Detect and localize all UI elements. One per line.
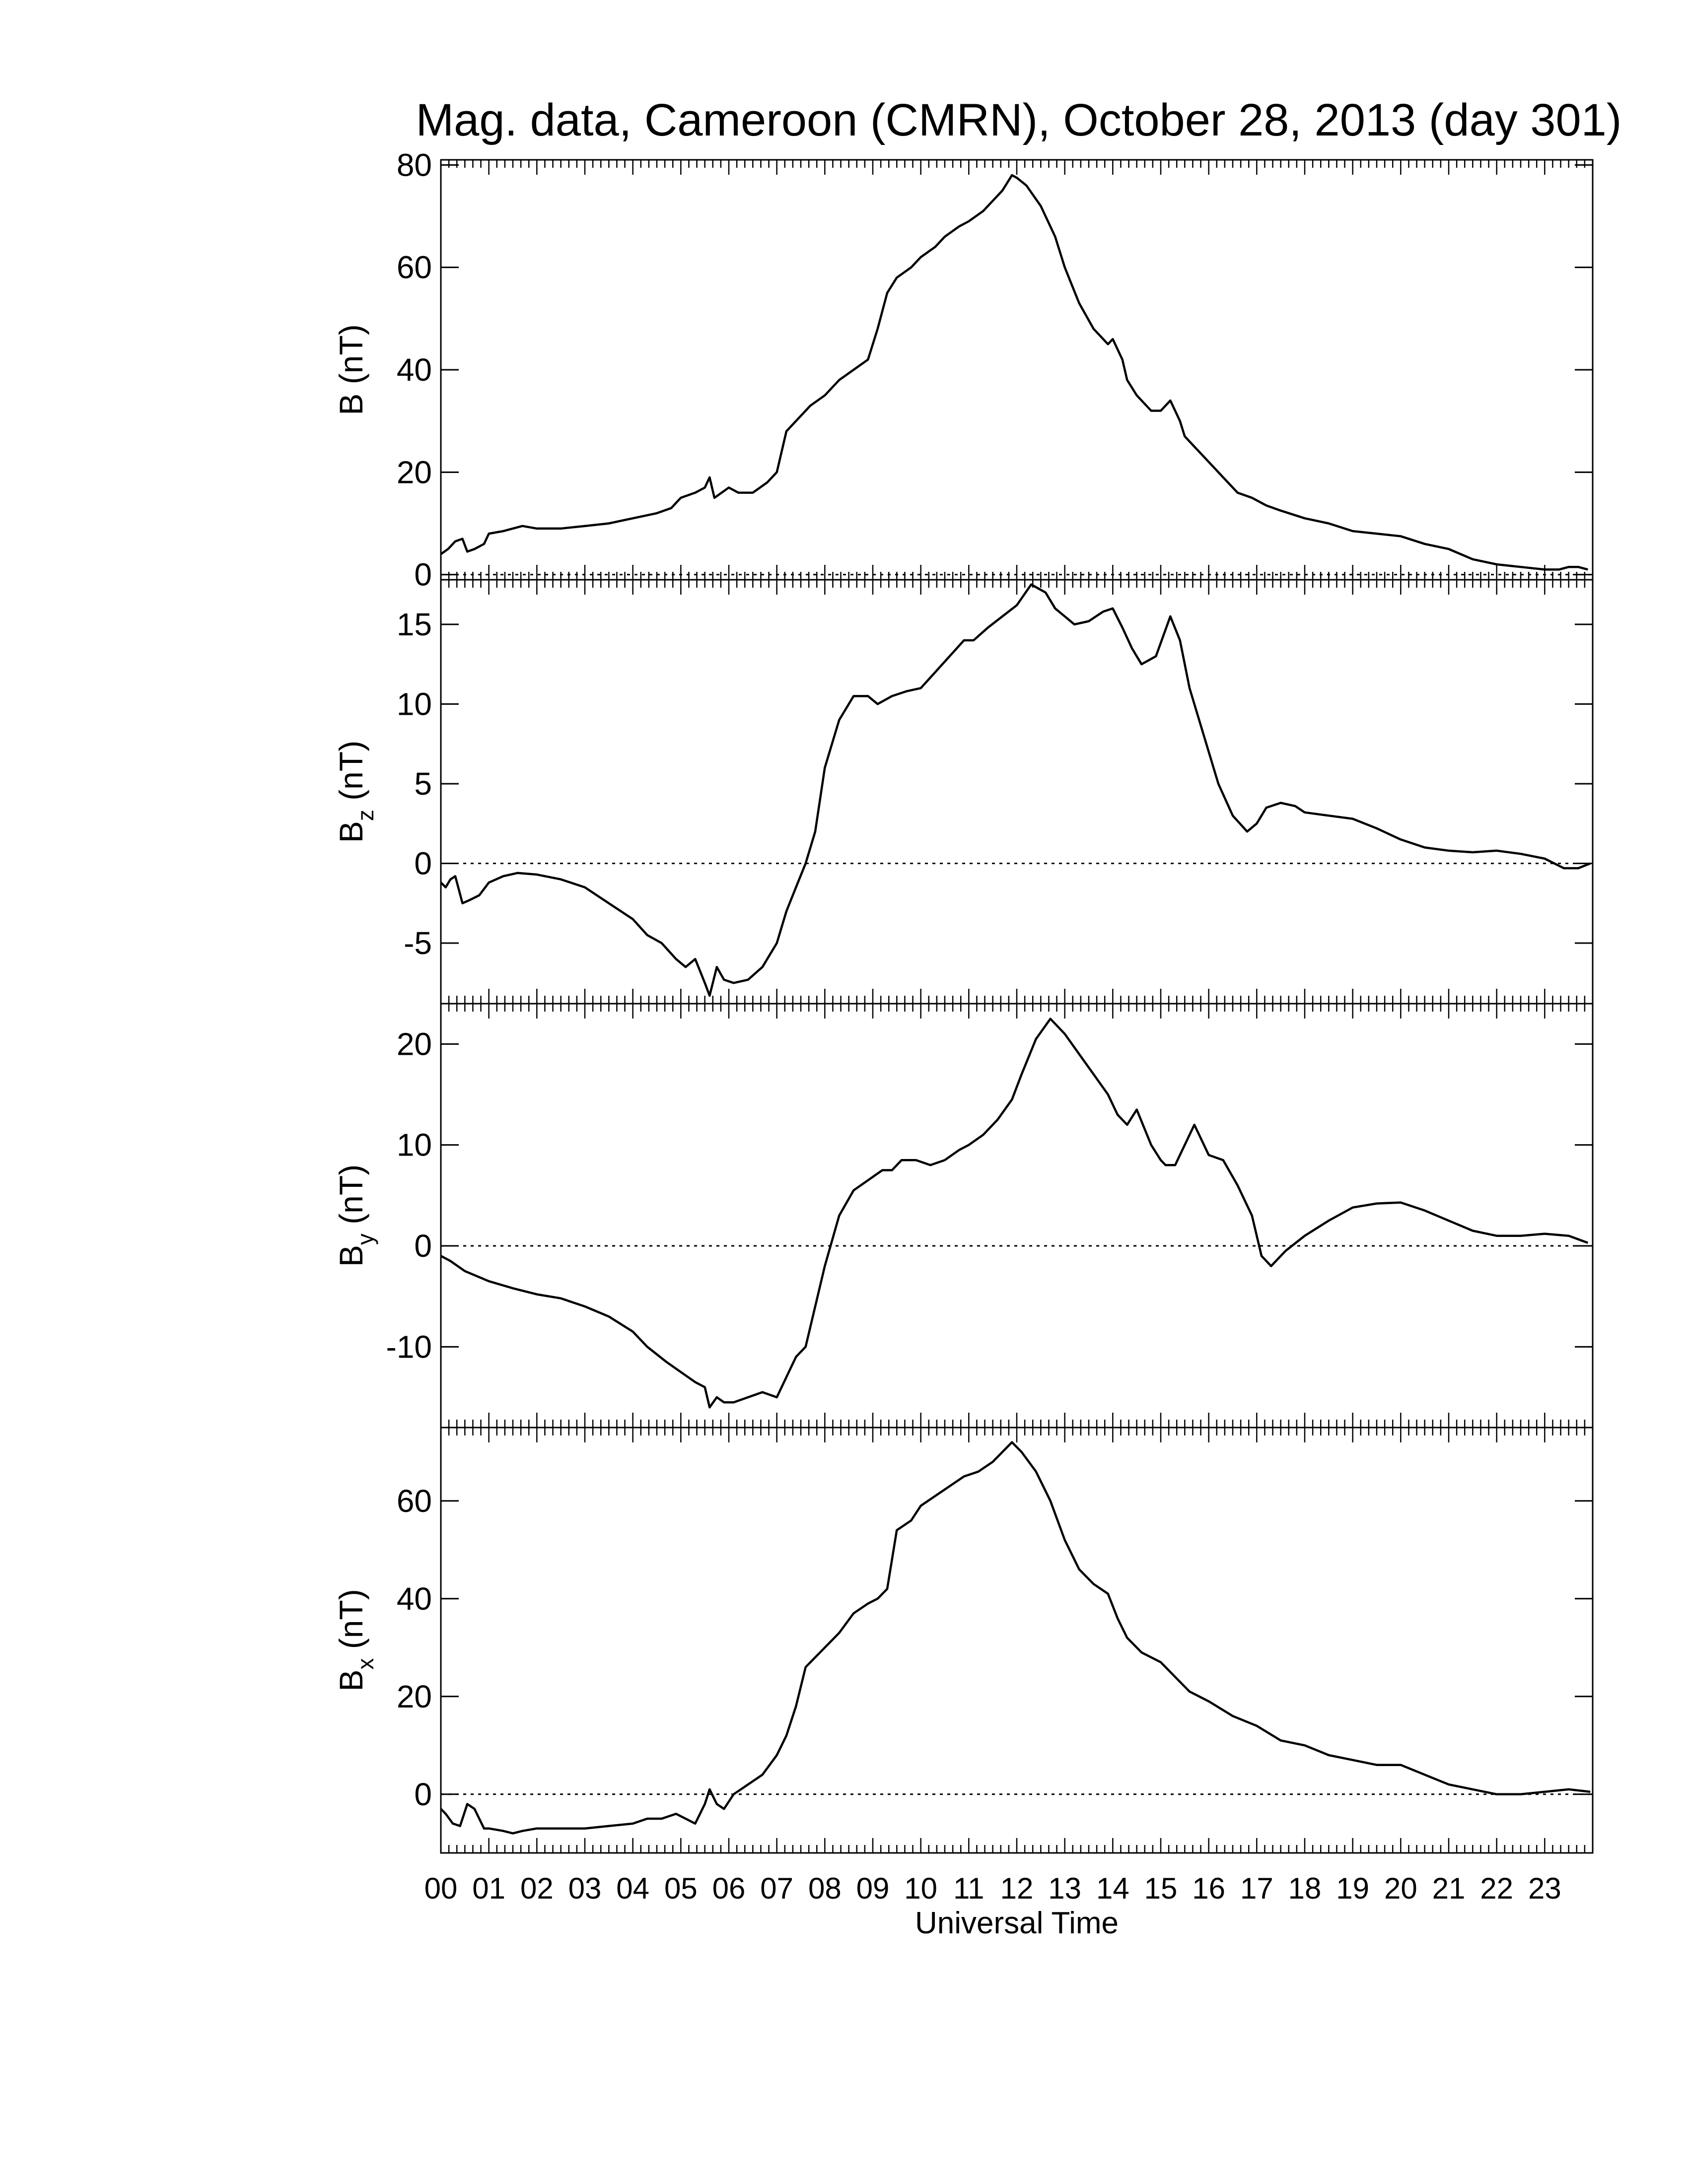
x-tick-label: 20 <box>1384 1872 1417 1905</box>
x-tick-label: 13 <box>1048 1872 1081 1905</box>
x-tick-label: 22 <box>1480 1872 1513 1905</box>
x-tick-label: 23 <box>1528 1872 1561 1905</box>
x-tick-label: 17 <box>1240 1872 1273 1905</box>
x-tick-label: 19 <box>1336 1872 1369 1905</box>
x-tick-label: 15 <box>1144 1872 1178 1905</box>
plot-frame <box>440 159 1594 581</box>
plot-frame <box>440 1427 1594 1854</box>
y-tick-label: 15 <box>397 607 432 642</box>
series-line-b <box>440 174 1588 571</box>
y-tick-label: 0 <box>414 557 432 593</box>
series-line-by <box>440 1018 1589 1409</box>
panel-bx: 0 20 40 60 Bx (nT) <box>333 1427 1594 1854</box>
y-tick-label: -5 <box>404 925 432 961</box>
y-tick-label: 20 <box>397 1026 432 1062</box>
y-tick-label: 20 <box>397 1679 432 1714</box>
x-tick-label: 14 <box>1096 1872 1129 1905</box>
x-tick-label: 11 <box>953 1872 984 1905</box>
y-tick-label: 80 <box>397 147 432 183</box>
plot-frame <box>440 1003 1594 1429</box>
x-tick-label: 18 <box>1288 1872 1322 1905</box>
x-tick-label: 05 <box>664 1872 698 1905</box>
panel-b: 0 20 40 60 80 B (nT) <box>333 147 1594 593</box>
panel-by: -10 0 10 20 By (nT) <box>333 1003 1594 1429</box>
y-tick-label: 0 <box>414 845 432 881</box>
y-tick-label: 0 <box>414 1228 432 1264</box>
y-axis-label: B (nT) <box>333 324 369 415</box>
panel-bz: -5 0 5 10 15 Bz (nT) <box>333 579 1594 1005</box>
x-tick-label: 10 <box>904 1872 937 1905</box>
y-tick-label: 40 <box>397 352 432 388</box>
x-tick-label: 16 <box>1192 1872 1225 1905</box>
x-tick-label: 03 <box>568 1872 602 1905</box>
y-axis-label: Bz (nT) <box>333 741 378 843</box>
x-tick-label: 04 <box>616 1872 649 1905</box>
x-tick-labels: 00 01 02 03 04 05 06 07 08 09 10 11 12 13 14 15 16 17 18 19… <box>424 1872 1561 1905</box>
y-tick-label: 40 <box>397 1581 432 1617</box>
x-tick-label: 21 <box>1432 1872 1466 1905</box>
y-tick-label: 60 <box>397 250 432 285</box>
chart-title: Mag. data, Cameroon (CMRN), October 28, … <box>416 95 1622 145</box>
x-tick-label: 12 <box>1000 1872 1034 1905</box>
x-tick-label: 08 <box>808 1872 842 1905</box>
x-tick-label: 02 <box>520 1872 554 1905</box>
y-tick-label: 0 <box>414 1776 432 1812</box>
x-tick-label: 06 <box>712 1872 746 1905</box>
y-tick-label: 60 <box>397 1483 432 1519</box>
plot-frame <box>440 579 1594 1005</box>
series-line-bz <box>440 583 1591 997</box>
y-axis-label: Bx (nT) <box>333 1589 378 1691</box>
x-tick-label: 00 <box>424 1872 458 1905</box>
y-tick-label: 10 <box>397 686 432 722</box>
y-tick-label: -10 <box>386 1329 432 1365</box>
y-axis-label: By (nT) <box>333 1164 378 1267</box>
series-line-bx <box>440 1441 1591 1835</box>
y-tick-label: 5 <box>414 766 432 802</box>
y-tick-label: 10 <box>397 1127 432 1163</box>
x-tick-label: 09 <box>856 1872 890 1905</box>
y-tick-label: 20 <box>397 454 432 490</box>
x-tick-label: 01 <box>472 1872 505 1905</box>
x-tick-label: 07 <box>760 1872 793 1905</box>
x-axis-label: Universal Time <box>915 1906 1119 1940</box>
chart-panels: 0 20 40 60 80 B (nT) -5 0 5 10 15 Bz (nT) -10 0 10 20 By… <box>333 147 1594 1854</box>
